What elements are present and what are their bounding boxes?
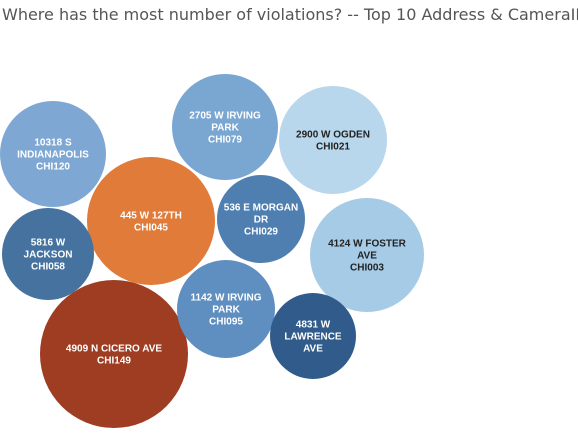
bubble-2-label-line-2: CHI045 (134, 223, 168, 234)
bubble-3-label-line-1: 2900 W OGDEN (296, 130, 370, 141)
bubble-6-label-line-2: PARK (211, 123, 239, 134)
bubble-8-label-line-1: 536 E MORGAN (224, 203, 298, 214)
bubble-5[interactable] (0, 101, 106, 207)
bubble-6[interactable] (172, 74, 278, 180)
bubble-9-label-line-3: CHI058 (31, 262, 65, 273)
bubble-10-label-line-3: AVE (303, 344, 323, 355)
bubble-10-label-line-1: 4831 W (296, 320, 331, 331)
bubble-2[interactable] (87, 157, 215, 285)
bubble-2-label-line-1: 445 W 127TH (120, 211, 182, 222)
chart-title: Where has the most number of violations?… (2, 5, 578, 24)
bubble-1-label-line-2: CHI149 (97, 356, 131, 367)
bubble-1-label-line-1: 4909 N CICERO AVE (66, 344, 162, 355)
bubble-5-label-line-2: INDIANAPOLIS (17, 150, 89, 161)
bubble-8-label-line-3: CHI029 (244, 227, 278, 238)
bubble-5-label-line-1: 10318 S (34, 138, 72, 149)
bubble-7-label-line-3: CHI095 (209, 317, 243, 328)
bubble-3-label-line-2: CHI021 (316, 142, 350, 153)
bubble-9[interactable] (2, 208, 94, 300)
bubble-7-label-line-2: PARK (212, 305, 240, 316)
bubble-5-label-line-3: CHI120 (36, 162, 70, 173)
bubble-7[interactable] (177, 260, 275, 358)
bubble-8[interactable] (217, 175, 305, 263)
bubble-6-label-line-1: 2705 W IRVING (189, 111, 261, 122)
bubble-9-label-line-1: 5816 W (31, 238, 66, 249)
bubble-10[interactable] (270, 293, 356, 379)
bubble-7-label-line-1: 1142 W IRVING (191, 293, 262, 304)
bubble-9-label-line-2: JACKSON (24, 250, 73, 261)
bubble-3[interactable] (279, 86, 387, 194)
bubble-10-label-line-2: LAWRENCE (284, 332, 342, 343)
bubble-1[interactable] (40, 280, 188, 428)
bubble-8-label-line-2: DR (254, 215, 269, 226)
bubble-4[interactable] (310, 198, 424, 312)
bubble-6-label-line-3: CHI079 (208, 135, 242, 146)
bubble-4-label-line-2: AVE (357, 251, 377, 262)
bubble-4-label-line-3: CHI003 (350, 263, 384, 274)
bubble-4-label-line-1: 4124 W FOSTER (328, 239, 407, 250)
